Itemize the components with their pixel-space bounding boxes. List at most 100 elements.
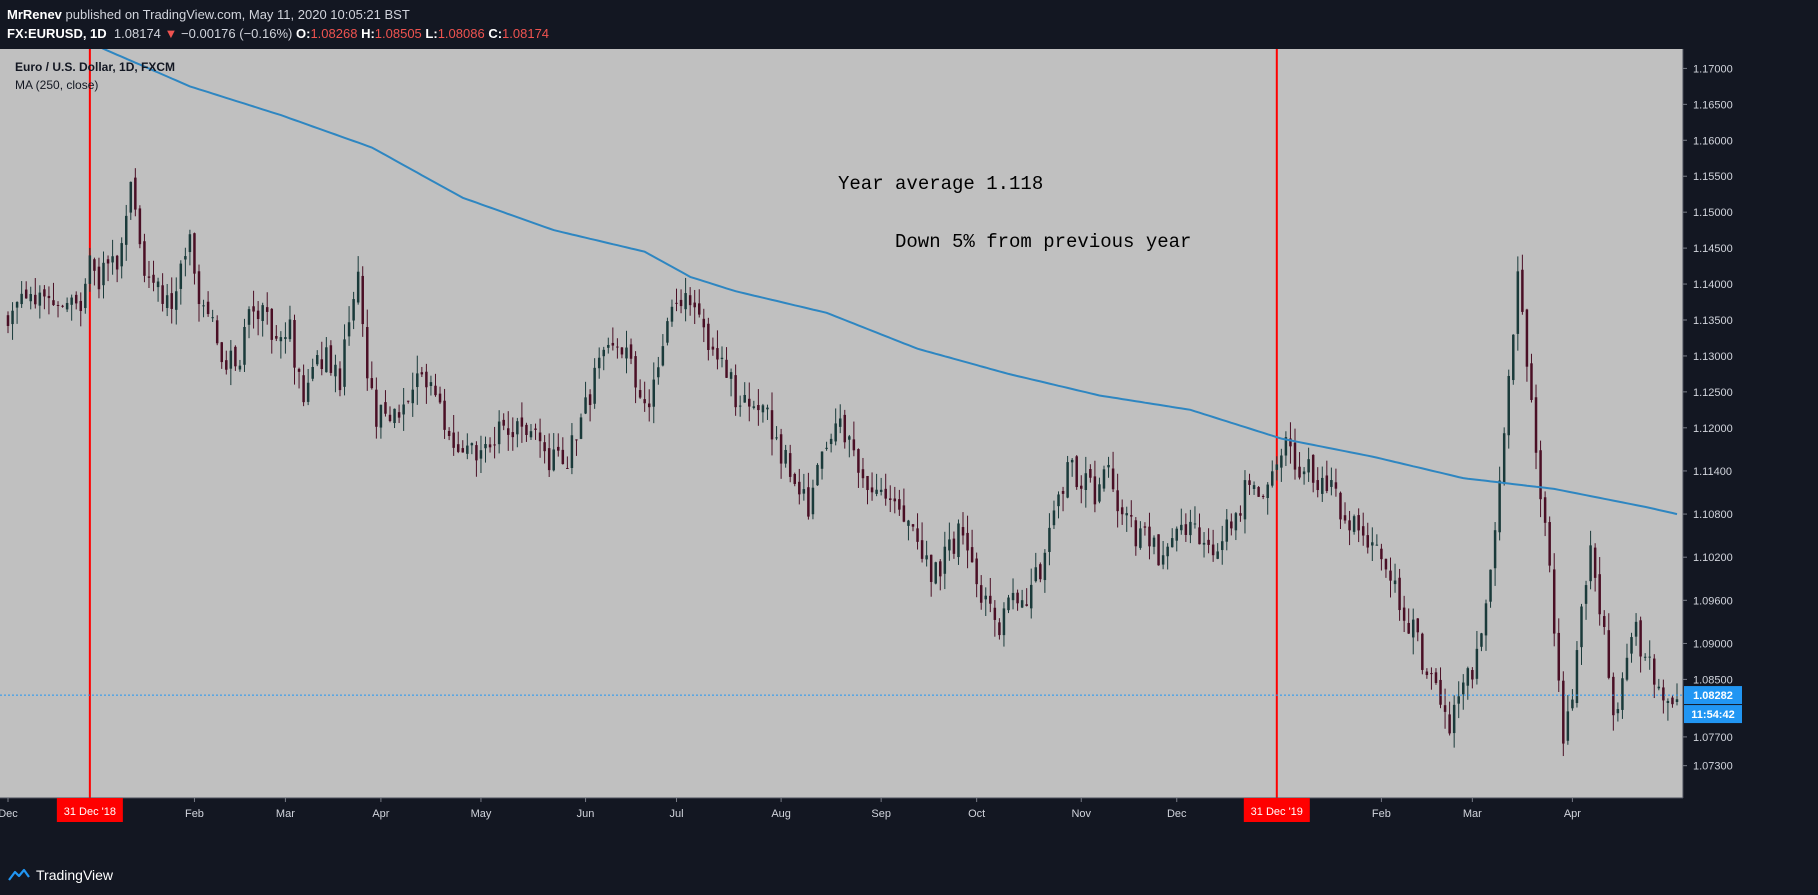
candle-body	[620, 347, 624, 355]
candle-body	[243, 326, 246, 365]
candle-body	[1252, 485, 1256, 489]
candle-body	[202, 305, 205, 307]
candle-body	[1380, 548, 1383, 560]
plot-area[interactable]	[0, 49, 1683, 798]
candle-body	[1243, 480, 1247, 520]
candle-body	[247, 309, 251, 325]
price-tick-label: 1.12500	[1693, 387, 1733, 399]
candle-body	[1039, 564, 1042, 580]
candle-body	[761, 405, 765, 413]
candle-body	[6, 315, 10, 326]
candle-body	[579, 417, 583, 439]
candle-body	[329, 345, 333, 373]
year-marker-tag	[1243, 798, 1310, 822]
candle-body	[211, 317, 214, 319]
candle-body	[1334, 482, 1338, 489]
candle-body	[84, 283, 87, 309]
candle-body	[811, 487, 815, 515]
candle-body	[406, 400, 410, 402]
candle-body	[1020, 600, 1024, 608]
candle-body	[1357, 515, 1360, 531]
time-tick-label: Apr	[1564, 808, 1581, 820]
candle-body	[625, 347, 628, 359]
price-tick-label: 1.13000	[1693, 351, 1733, 363]
candle-body	[948, 539, 951, 551]
time-tick-label: Feb	[185, 808, 204, 820]
candle-body	[957, 523, 960, 558]
candle-body	[1602, 616, 1606, 627]
candle-body	[716, 348, 719, 360]
price-chart[interactable]: Euro / U.S. Dollar, 1D, FXCM MA (250, cl…	[0, 49, 1743, 825]
candle-body	[279, 337, 283, 342]
candle-body	[943, 546, 947, 574]
candle-body	[547, 448, 551, 471]
year-marker-label: 31 Dec '18	[64, 806, 116, 818]
candle-body	[793, 474, 796, 484]
candle-body	[679, 299, 683, 307]
price-tick-label: 1.15000	[1693, 207, 1733, 219]
candle-body	[843, 414, 847, 443]
candle-body	[315, 355, 319, 365]
candle-body	[698, 303, 701, 315]
candle-body	[570, 435, 574, 469]
candle-body	[875, 489, 878, 494]
candle-body	[743, 394, 746, 403]
candle-body	[1298, 466, 1301, 478]
time-axis[interactable]: Dec Feb Mar Apr May Jun Jul Aug Sep Oct Nov Dec Feb M…	[0, 797, 1683, 822]
candle-body	[74, 294, 78, 304]
candle-body	[1189, 521, 1192, 536]
candle-body	[834, 423, 837, 442]
price-tick-label: 1.16500	[1693, 99, 1733, 111]
candle-body	[370, 378, 374, 389]
candle-body	[1552, 569, 1556, 634]
candle-body	[916, 528, 919, 542]
candle-body	[1184, 524, 1188, 535]
countdown-value: 11:54:42	[1691, 709, 1734, 721]
candle-body	[529, 431, 533, 438]
candle-body	[1657, 686, 1661, 689]
time-tick-label: Apr	[372, 808, 389, 820]
high-value: 1.08505	[374, 26, 422, 41]
candle-body	[725, 359, 728, 378]
ma-250-line	[101, 49, 1678, 516]
price-tick-label: 1.07700	[1693, 732, 1733, 744]
candle-body	[1007, 597, 1010, 611]
candle-body	[147, 276, 151, 278]
candle-body	[1311, 454, 1315, 483]
candle-body	[197, 271, 201, 305]
author-name[interactable]: MrRenev	[7, 7, 62, 22]
candle-body	[720, 357, 724, 359]
candle-body	[11, 310, 14, 325]
candle-body	[1139, 528, 1142, 548]
candle-body	[975, 558, 978, 585]
candle-body	[1225, 519, 1229, 542]
candle-body	[484, 444, 487, 449]
candle-body	[225, 360, 228, 370]
candle-body	[807, 487, 810, 517]
candle-body	[456, 444, 460, 452]
candle-body	[1143, 526, 1147, 528]
candle-body	[143, 241, 146, 276]
footer-branding[interactable]: TradingView	[8, 865, 113, 885]
candle-body	[129, 181, 133, 213]
year-marker-label: 31 Dec '19	[1251, 806, 1303, 818]
low-label: L:	[425, 26, 438, 41]
legend-title: Euro / U.S. Dollar, 1D, FXCM	[15, 60, 175, 74]
candle-body	[1548, 522, 1551, 566]
candle-body	[1075, 456, 1078, 488]
price-axis[interactable]: 1.17000 1.16500 1.16000 1.15500 1.15000 1.145…	[1682, 49, 1733, 798]
candle-body	[738, 405, 742, 407]
candle-body	[1302, 471, 1306, 475]
candle-body	[475, 445, 478, 461]
candle-body	[1593, 547, 1597, 578]
price-tick-label: 1.14000	[1693, 279, 1733, 291]
candle-body	[34, 294, 37, 305]
candle-body	[65, 302, 69, 310]
time-tick-label: Jul	[669, 808, 683, 820]
candle-body	[666, 321, 669, 343]
candle-body	[1389, 570, 1392, 581]
candle-body	[1198, 527, 1201, 545]
candle-body	[597, 357, 601, 369]
candle-body	[1462, 682, 1465, 695]
candle-body	[993, 607, 997, 620]
